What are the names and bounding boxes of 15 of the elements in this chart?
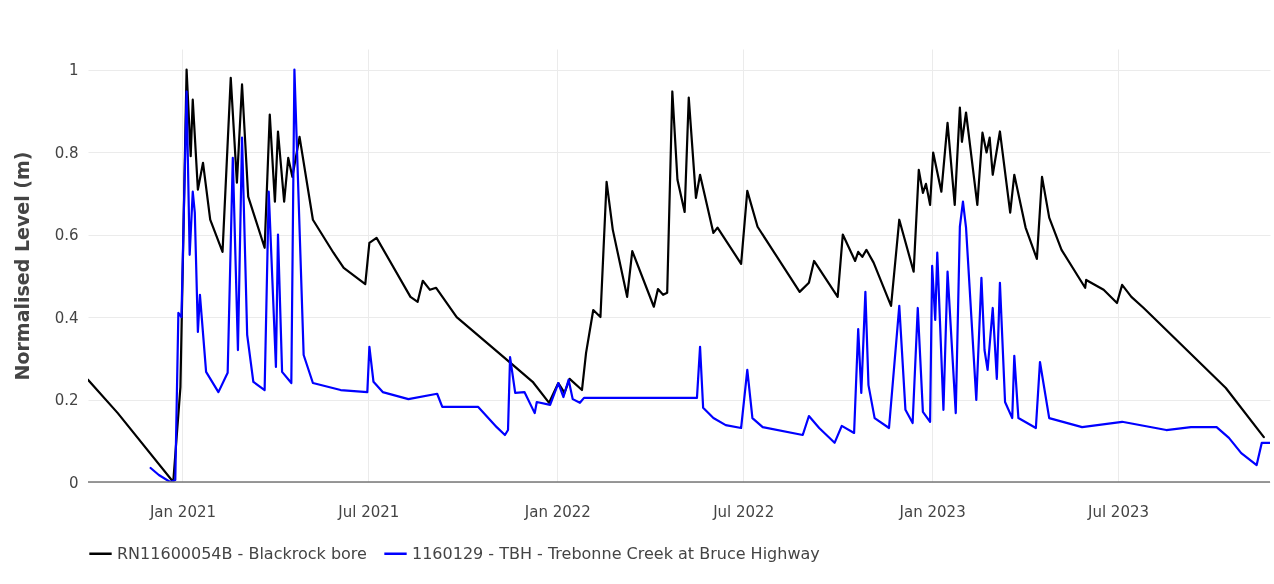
legend-label: 1160129 - TBH - Trebonne Creek at Bruce Highway	[412, 543, 820, 563]
y-tick-label: 0.8	[54, 143, 79, 162]
x-tick-label: Jul 2022	[712, 502, 775, 521]
y-tick-label: 0.6	[54, 226, 79, 245]
x-tick-label: Jan 2023	[898, 502, 966, 521]
y-tick-label: 0.4	[54, 308, 79, 327]
x-tick-label: Jan 2022	[523, 502, 591, 521]
x-tick-label: Jul 2023	[1086, 502, 1150, 521]
y-tick-label: 0.2	[54, 391, 79, 410]
x-tick-label: Jan 2021	[148, 502, 217, 521]
y-axis-title: Normalised Level (m)	[10, 151, 33, 381]
y-tick-label: 0	[68, 473, 79, 492]
legend-label: RN11600054B - Blackrock bore	[117, 543, 367, 563]
y-tick-label: 1	[68, 61, 79, 80]
x-tick-label: Jul 2021	[337, 502, 400, 521]
